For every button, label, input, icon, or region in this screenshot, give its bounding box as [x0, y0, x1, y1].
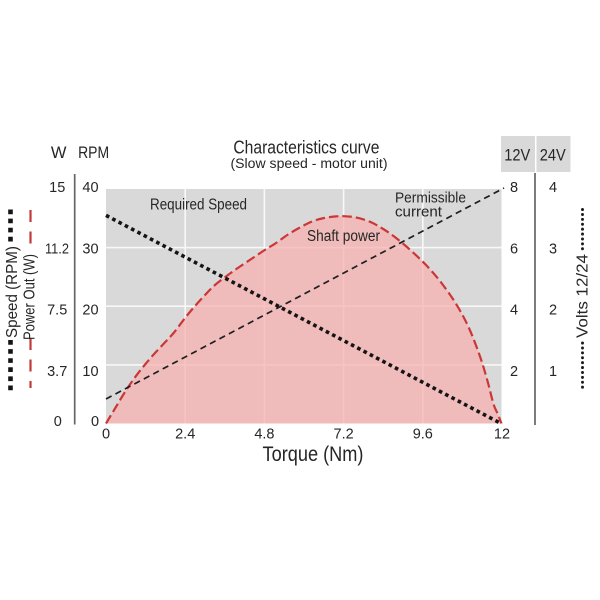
svg-text:1: 1 — [549, 364, 557, 380]
svg-text:Power Out (W): Power Out (W) — [22, 254, 39, 340]
svg-text:4: 4 — [510, 303, 518, 319]
svg-text:(Slow speed - motor unit): (Slow speed - motor unit) — [231, 156, 388, 171]
svg-text:0: 0 — [54, 414, 62, 430]
svg-text:Volts 12/24: Volts 12/24 — [575, 254, 592, 338]
svg-text:15: 15 — [49, 180, 65, 196]
svg-text:12: 12 — [494, 426, 510, 442]
svg-text:12V: 12V — [504, 145, 531, 164]
svg-text:2: 2 — [510, 364, 518, 380]
svg-text:7.2: 7.2 — [334, 426, 354, 442]
svg-text:current: current — [395, 203, 443, 220]
svg-text:2: 2 — [549, 303, 557, 319]
svg-text:Required Speed: Required Speed — [150, 196, 247, 213]
svg-text:40: 40 — [82, 180, 98, 196]
svg-text:8: 8 — [510, 180, 518, 196]
svg-text:3.7: 3.7 — [47, 364, 67, 380]
svg-text:Speed (RPM): Speed (RPM) — [4, 246, 21, 338]
svg-text:24V: 24V — [540, 145, 567, 164]
svg-text:2.4: 2.4 — [175, 426, 195, 442]
svg-text:Shaft power: Shaft power — [307, 228, 380, 245]
svg-text:11.2: 11.2 — [45, 241, 69, 257]
svg-text:Torque (Nm): Torque (Nm) — [263, 443, 364, 466]
svg-text:20: 20 — [82, 303, 98, 319]
svg-text:W: W — [51, 144, 67, 162]
svg-text:0: 0 — [91, 414, 99, 430]
svg-text:6: 6 — [510, 241, 518, 257]
svg-text:7.5: 7.5 — [47, 303, 67, 319]
svg-text:RPM: RPM — [78, 144, 109, 162]
svg-text:4: 4 — [549, 180, 557, 196]
svg-text:0: 0 — [102, 426, 110, 442]
svg-text:Permissible: Permissible — [395, 189, 466, 206]
svg-text:9.6: 9.6 — [413, 426, 433, 442]
svg-text:3: 3 — [549, 241, 557, 257]
svg-text:Characteristics curve: Characteristics curve — [233, 137, 379, 158]
svg-text:30: 30 — [82, 241, 98, 257]
svg-text:10: 10 — [82, 364, 98, 380]
svg-text:4.8: 4.8 — [254, 426, 274, 442]
